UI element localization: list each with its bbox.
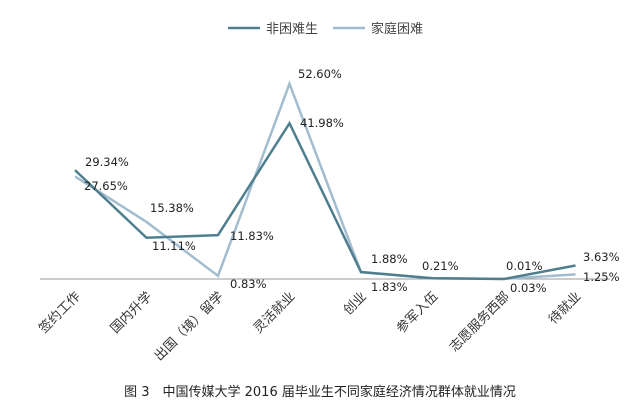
data-label: 27.65% (84, 179, 128, 193)
data-label: 1.25% (583, 270, 620, 284)
data-label: 52.60% (298, 67, 342, 81)
data-label: 41.98% (300, 116, 344, 130)
series-line-1 (74, 80, 576, 281)
category-label: 签约工作 (36, 289, 84, 337)
data-label: 1.88% (371, 252, 408, 266)
category-label: 志愿服务西部 (446, 289, 512, 355)
category-label: 出国（境）留学 (151, 289, 227, 365)
category-label: 国内升学 (107, 289, 155, 337)
data-label: 0.83% (230, 277, 267, 291)
legend-label-1: 家庭困难 (371, 21, 423, 37)
data-label: 15.38% (150, 201, 194, 215)
category-label: 创业 (341, 289, 370, 318)
data-label: 29.34% (85, 155, 129, 169)
series-line-0 (74, 120, 576, 281)
data-label: 11.11% (152, 239, 196, 253)
category-label: 灵活就业 (251, 289, 298, 336)
figure-caption: 图 3 中国传媒大学 2016 届毕业生不同家庭经济情况群体就业情况 (124, 385, 516, 400)
data-label: 11.83% (230, 229, 274, 243)
data-label: 0.03% (510, 281, 547, 295)
data-label: 0.01% (506, 259, 543, 273)
data-label: 1.83% (371, 280, 408, 294)
legend-label-0: 非困难生 (266, 22, 318, 37)
data-label: 0.21% (422, 259, 459, 273)
category-label: 参军入伍 (393, 289, 441, 337)
data-label: 3.63% (583, 250, 620, 264)
category-label: 待就业 (546, 289, 584, 327)
